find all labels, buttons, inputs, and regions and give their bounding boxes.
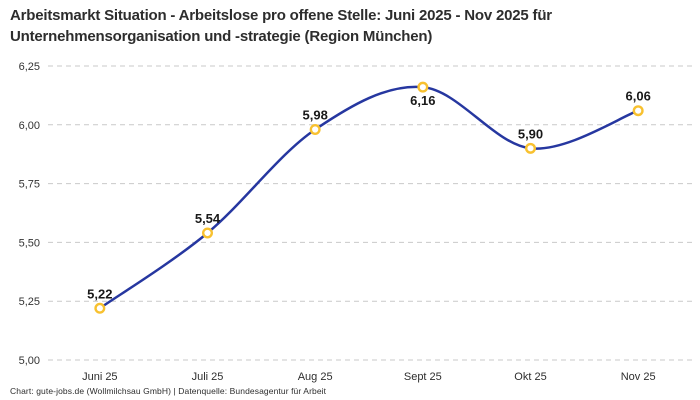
chart-title-line2: Unternehmensorganisation und -strategie …: [10, 28, 433, 45]
data-point-label: 5,54: [195, 211, 221, 226]
data-point-marker: [309, 124, 321, 136]
data-point-labels: 5,22 5,54 5,98 6,16 5,90 6,06: [87, 89, 651, 302]
x-axis-labels: Juni 25 Juli 25 Aug 25 Sept 25 Okt 25 Nov 25: [82, 371, 656, 383]
y-tick-label: 6,00: [19, 120, 40, 132]
x-axis-label: Okt 25: [514, 371, 546, 383]
data-point-label: 6,16: [410, 93, 435, 108]
data-point-marker: [632, 105, 644, 117]
chart-title: Arbeitsmarkt Situation - Arbeitslose pro…: [10, 5, 690, 47]
data-point-label: 5,22: [87, 286, 112, 301]
gridlines: [48, 65, 696, 361]
data-point-label: 5,90: [518, 126, 543, 141]
y-tick-label: 5,50: [19, 237, 40, 249]
data-point-label: 6,06: [626, 89, 651, 104]
x-axis-label: Nov 25: [621, 371, 656, 383]
x-axis-label: Juni 25: [82, 371, 117, 383]
y-tick-label: 6,25: [19, 61, 40, 73]
x-axis-label: Sept 25: [404, 371, 442, 383]
series-line: [98, 85, 640, 310]
y-tick-label: 5,00: [19, 355, 40, 367]
y-axis-labels: 5,00 5,25 5,50 5,75 6,00 6,25: [19, 61, 40, 367]
data-point-marker: [525, 142, 537, 154]
data-point-label: 5,98: [303, 108, 328, 123]
data-point-marker: [417, 81, 429, 93]
data-point-markers: [94, 81, 644, 314]
data-point-marker: [94, 302, 106, 314]
x-axis-label: Juli 25: [192, 371, 224, 383]
y-tick-label: 5,25: [19, 296, 40, 308]
x-axis-label: Aug 25: [298, 371, 333, 383]
data-point-marker: [201, 227, 213, 239]
chart-title-line1: Arbeitsmarkt Situation - Arbeitslose pro…: [10, 7, 552, 24]
chart-credit: Chart: gute-jobs.de (Wollmilchsau GmbH) …: [10, 386, 327, 396]
y-tick-label: 5,75: [19, 179, 40, 191]
